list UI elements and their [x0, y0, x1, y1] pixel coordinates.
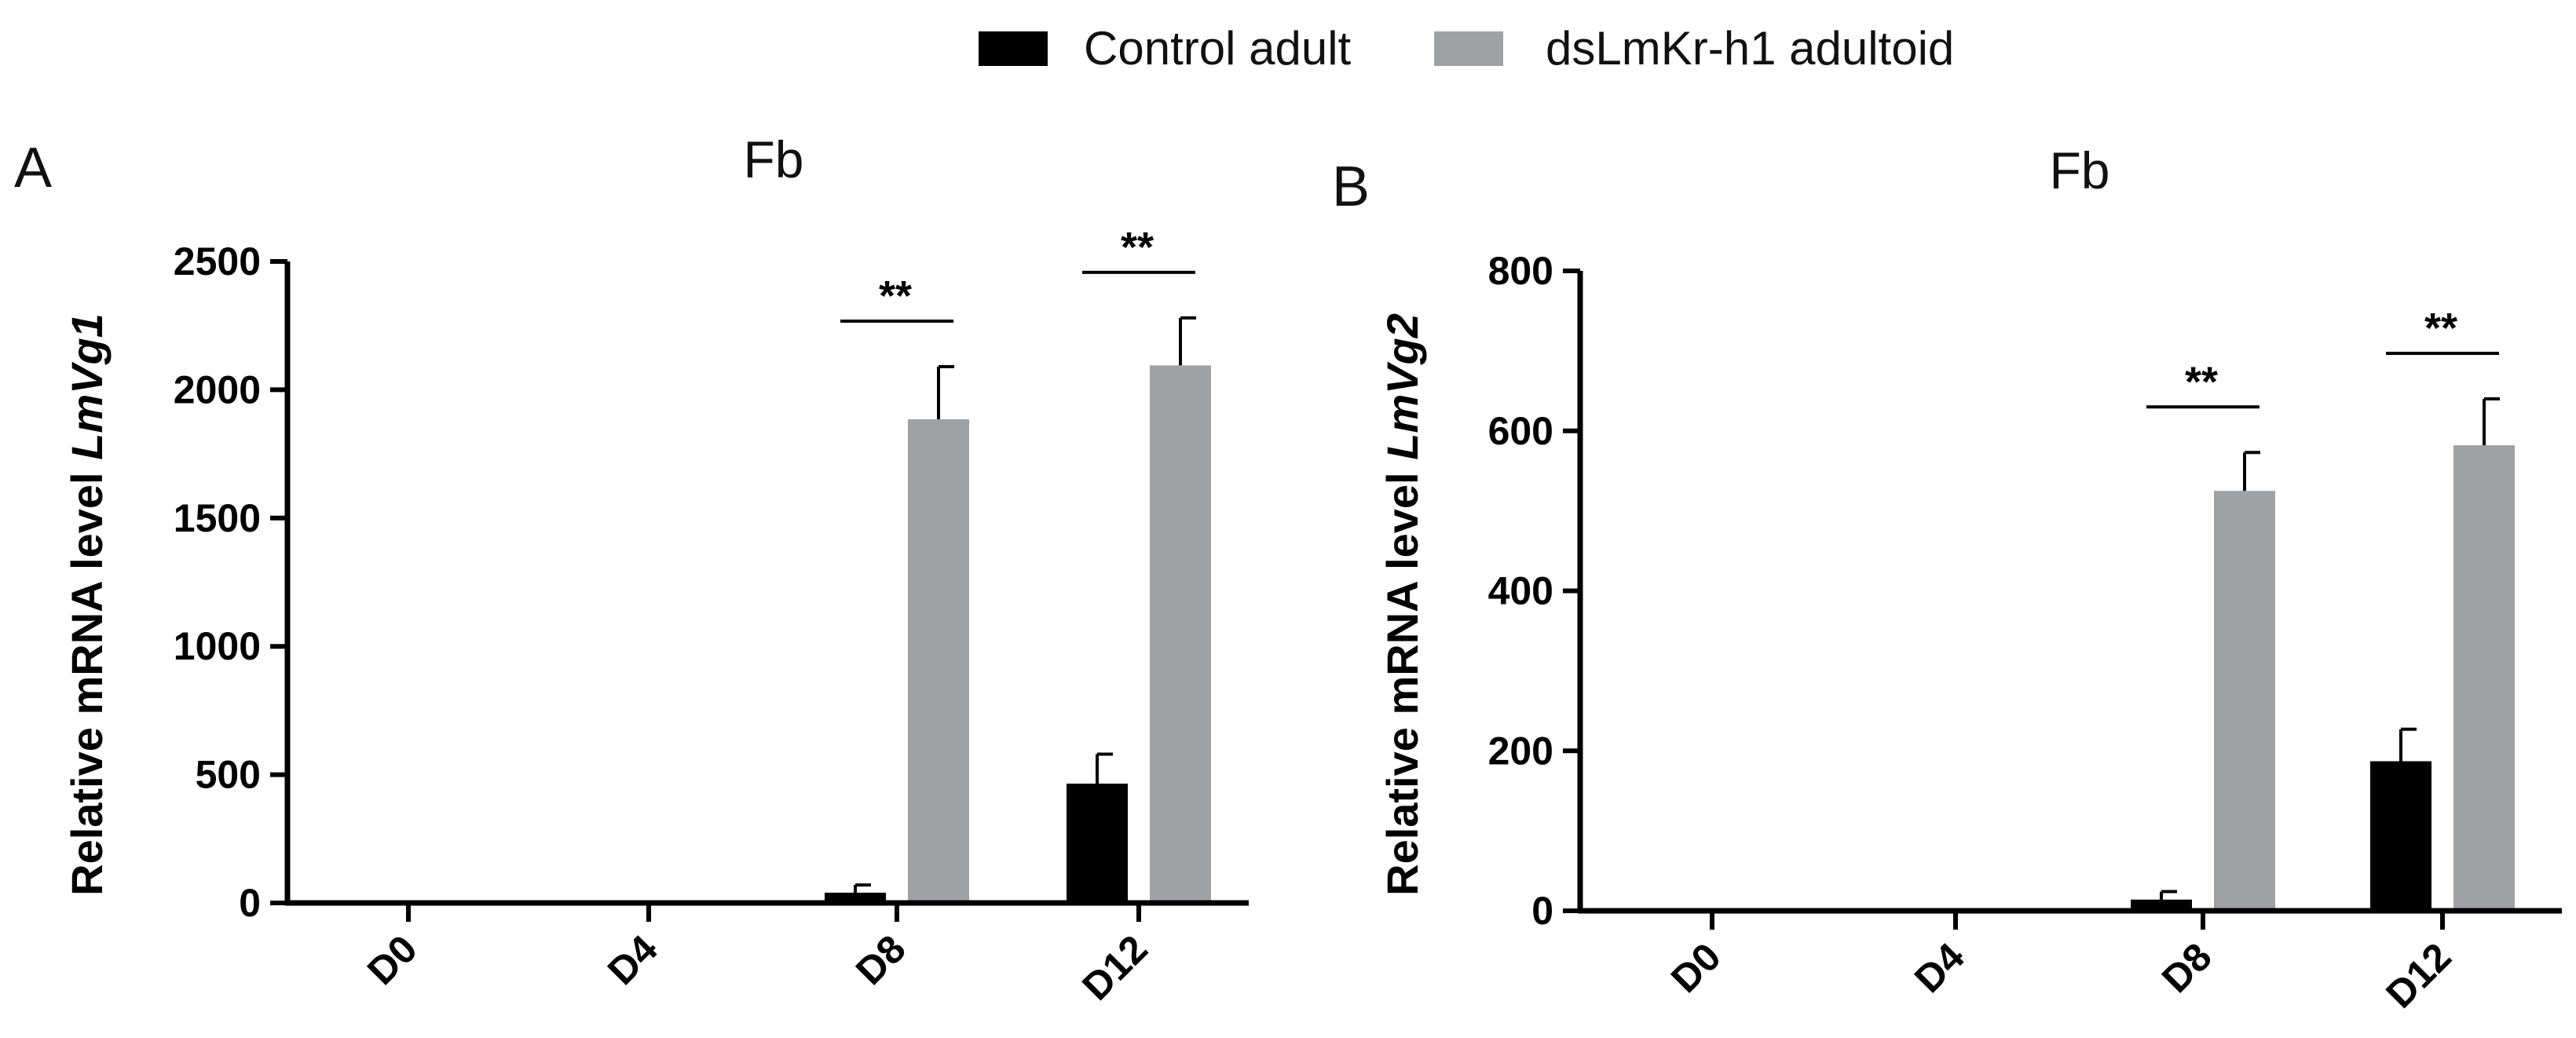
panel-letter-b: B: [1332, 155, 1370, 218]
panel-a-xtick-label-d12: D12: [1074, 927, 1155, 1008]
panel-b-plot: 0 200 400 600 800 D0 D4 D8 D12 ** **: [1488, 249, 2562, 1017]
panel-letter-a: A: [14, 137, 52, 199]
panel-b-bar-s0-d8: [2131, 899, 2192, 911]
panel-a-ytick-label-1: 500: [196, 753, 261, 797]
panel-b-bar-s0-d12: [2370, 761, 2431, 911]
panel-a-ylabel-gene: LmVg1: [62, 313, 112, 460]
panel-a-ytick-label-3: 1500: [174, 496, 261, 540]
panel-b-xtick-label-d0: D0: [1663, 934, 1729, 1001]
panel-a-ylabel: Relative mRNA level LmVg1: [62, 313, 112, 896]
panel-a-xtick-label-d4: D4: [599, 927, 666, 993]
panel-a-bar-s1-d12: [1150, 365, 1211, 903]
panel-a-ytick-label-5: 2500: [174, 239, 261, 283]
panel-b-xtick-label-d12: D12: [2377, 934, 2459, 1016]
panel-b-bar-s1-d12: [2453, 445, 2515, 911]
panel-b: B Fb Relative mRNA level LmVg2 0 200 400 60…: [1332, 141, 2562, 1017]
panel-a-sig-label-d8: **: [879, 272, 912, 320]
panel-b-ytick-label-2: 400: [1488, 569, 1553, 613]
panel-a-xtick-label-d8: D8: [847, 927, 914, 993]
panel-a-xtick-label-d0: D0: [359, 927, 426, 993]
panel-b-xtick-label-d8: D8: [2153, 934, 2220, 1001]
legend-swatch-control: [979, 31, 1048, 66]
panel-a-bar-s1-d8: [908, 418, 969, 903]
panel-b-bar-s1-d8: [2214, 491, 2275, 911]
panel-b-ytick-label-0: 0: [1531, 889, 1553, 933]
panel-b-title: Fb: [2049, 141, 2109, 199]
legend-label-control: Control adult: [1084, 22, 1352, 75]
panel-a-bar-s0-d12: [1067, 784, 1128, 903]
panel-a-ytick-label-0: 0: [239, 881, 261, 925]
panel-a-ylabel-prefix: Relative mRNA level: [62, 460, 112, 896]
legend: Control adult dsLmKr-h1 adultoid: [979, 22, 1954, 75]
panel-b-ylabel-prefix: Relative mRNA level: [1378, 460, 1427, 896]
panel-b-ylabel: Relative mRNA level LmVg2: [1378, 313, 1427, 896]
legend-label-dslmkr: dsLmKr-h1 adultoid: [1546, 22, 1954, 75]
panel-a-ytick-label-2: 1000: [174, 624, 261, 668]
panel-b-ytick-label-4: 800: [1488, 249, 1553, 293]
panel-b-sig-label-d12: **: [2424, 305, 2457, 352]
legend-swatch-dslmkr: [1434, 31, 1503, 66]
panel-a: A Fb Relative mRNA level LmVg1 0 500 1000 1…: [14, 130, 1249, 1009]
panel-b-ytick-label-3: 600: [1488, 409, 1553, 453]
panel-b-ytick-label-1: 200: [1488, 729, 1553, 773]
panel-a-plot: 0 500 1000 1500 2000 2500 D0 D4 D8 D12 ** **: [174, 224, 1249, 1009]
panel-b-sig-label-d8: **: [2185, 358, 2218, 405]
panel-a-ytick-label-4: 2000: [174, 367, 261, 411]
panel-b-ylabel-gene: LmVg2: [1378, 313, 1427, 460]
panel-a-title: Fb: [743, 130, 803, 188]
panel-b-xtick-label-d4: D4: [1906, 934, 1973, 1001]
panel-a-sig-label-d12: **: [1121, 224, 1154, 271]
